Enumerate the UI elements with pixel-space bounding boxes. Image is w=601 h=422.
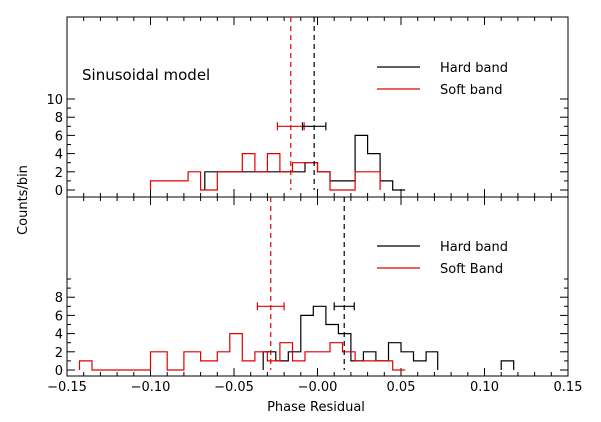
y-tick-label-bottom: 2 <box>55 346 63 361</box>
y-tick-label-bottom: 6 <box>55 309 63 324</box>
y-tick-label-bottom: 0 <box>55 364 63 379</box>
y-tick-label-top: 0 <box>55 184 63 199</box>
x-axis: −0.15 −0.10 −0.05 −0.00 0.05 0.10 0.15 <box>47 380 582 395</box>
x-tick-label: −0.00 <box>298 380 338 395</box>
x-tick-label: 0.15 <box>554 380 583 395</box>
x-axis-title: Phase Residual <box>267 400 365 415</box>
legend-label-hard-band-top: Hard band <box>440 61 508 76</box>
histogram-soft-band-bottom <box>78 333 406 371</box>
y-tick-label-bottom: 4 <box>55 328 63 343</box>
y-tick-label-top: 2 <box>55 166 63 181</box>
histogram-hard-band-extra-bottom <box>500 360 515 370</box>
y-axis-title: Counts/bin <box>16 165 31 235</box>
legend-label-soft-band-bottom: Soft Band <box>440 262 503 277</box>
y-tick-label-top: 10 <box>46 93 63 108</box>
x-tick-label: −0.10 <box>131 380 171 395</box>
legend-label-soft-band-top: Soft band <box>440 83 503 98</box>
y-tick-label-top: 6 <box>55 129 63 144</box>
y-tick-label-top: 4 <box>55 148 63 163</box>
x-tick-label: −0.05 <box>214 380 254 395</box>
legend-label-hard-band-bottom: Hard band <box>440 240 508 255</box>
x-tick-label: −0.15 <box>47 380 87 395</box>
panel-bottom: 0 2 4 6 8 Hard band Soft Band <box>55 196 569 379</box>
panel-top: 0 2 4 6 8 10 Sinusoidal model Hard band Soft ban… <box>46 16 569 199</box>
x-tick-label: 0.10 <box>470 380 499 395</box>
plot-frame-bottom <box>66 196 569 377</box>
x-tick-label: 0.05 <box>387 380 416 395</box>
annotation-top: Sinusoidal model <box>82 66 210 84</box>
histogram-soft-band-top <box>149 153 381 191</box>
y-tick-label-bottom: 8 <box>55 291 63 306</box>
histogram-hard-band-bottom <box>262 305 439 370</box>
y-tick-label-top: 8 <box>55 111 63 126</box>
